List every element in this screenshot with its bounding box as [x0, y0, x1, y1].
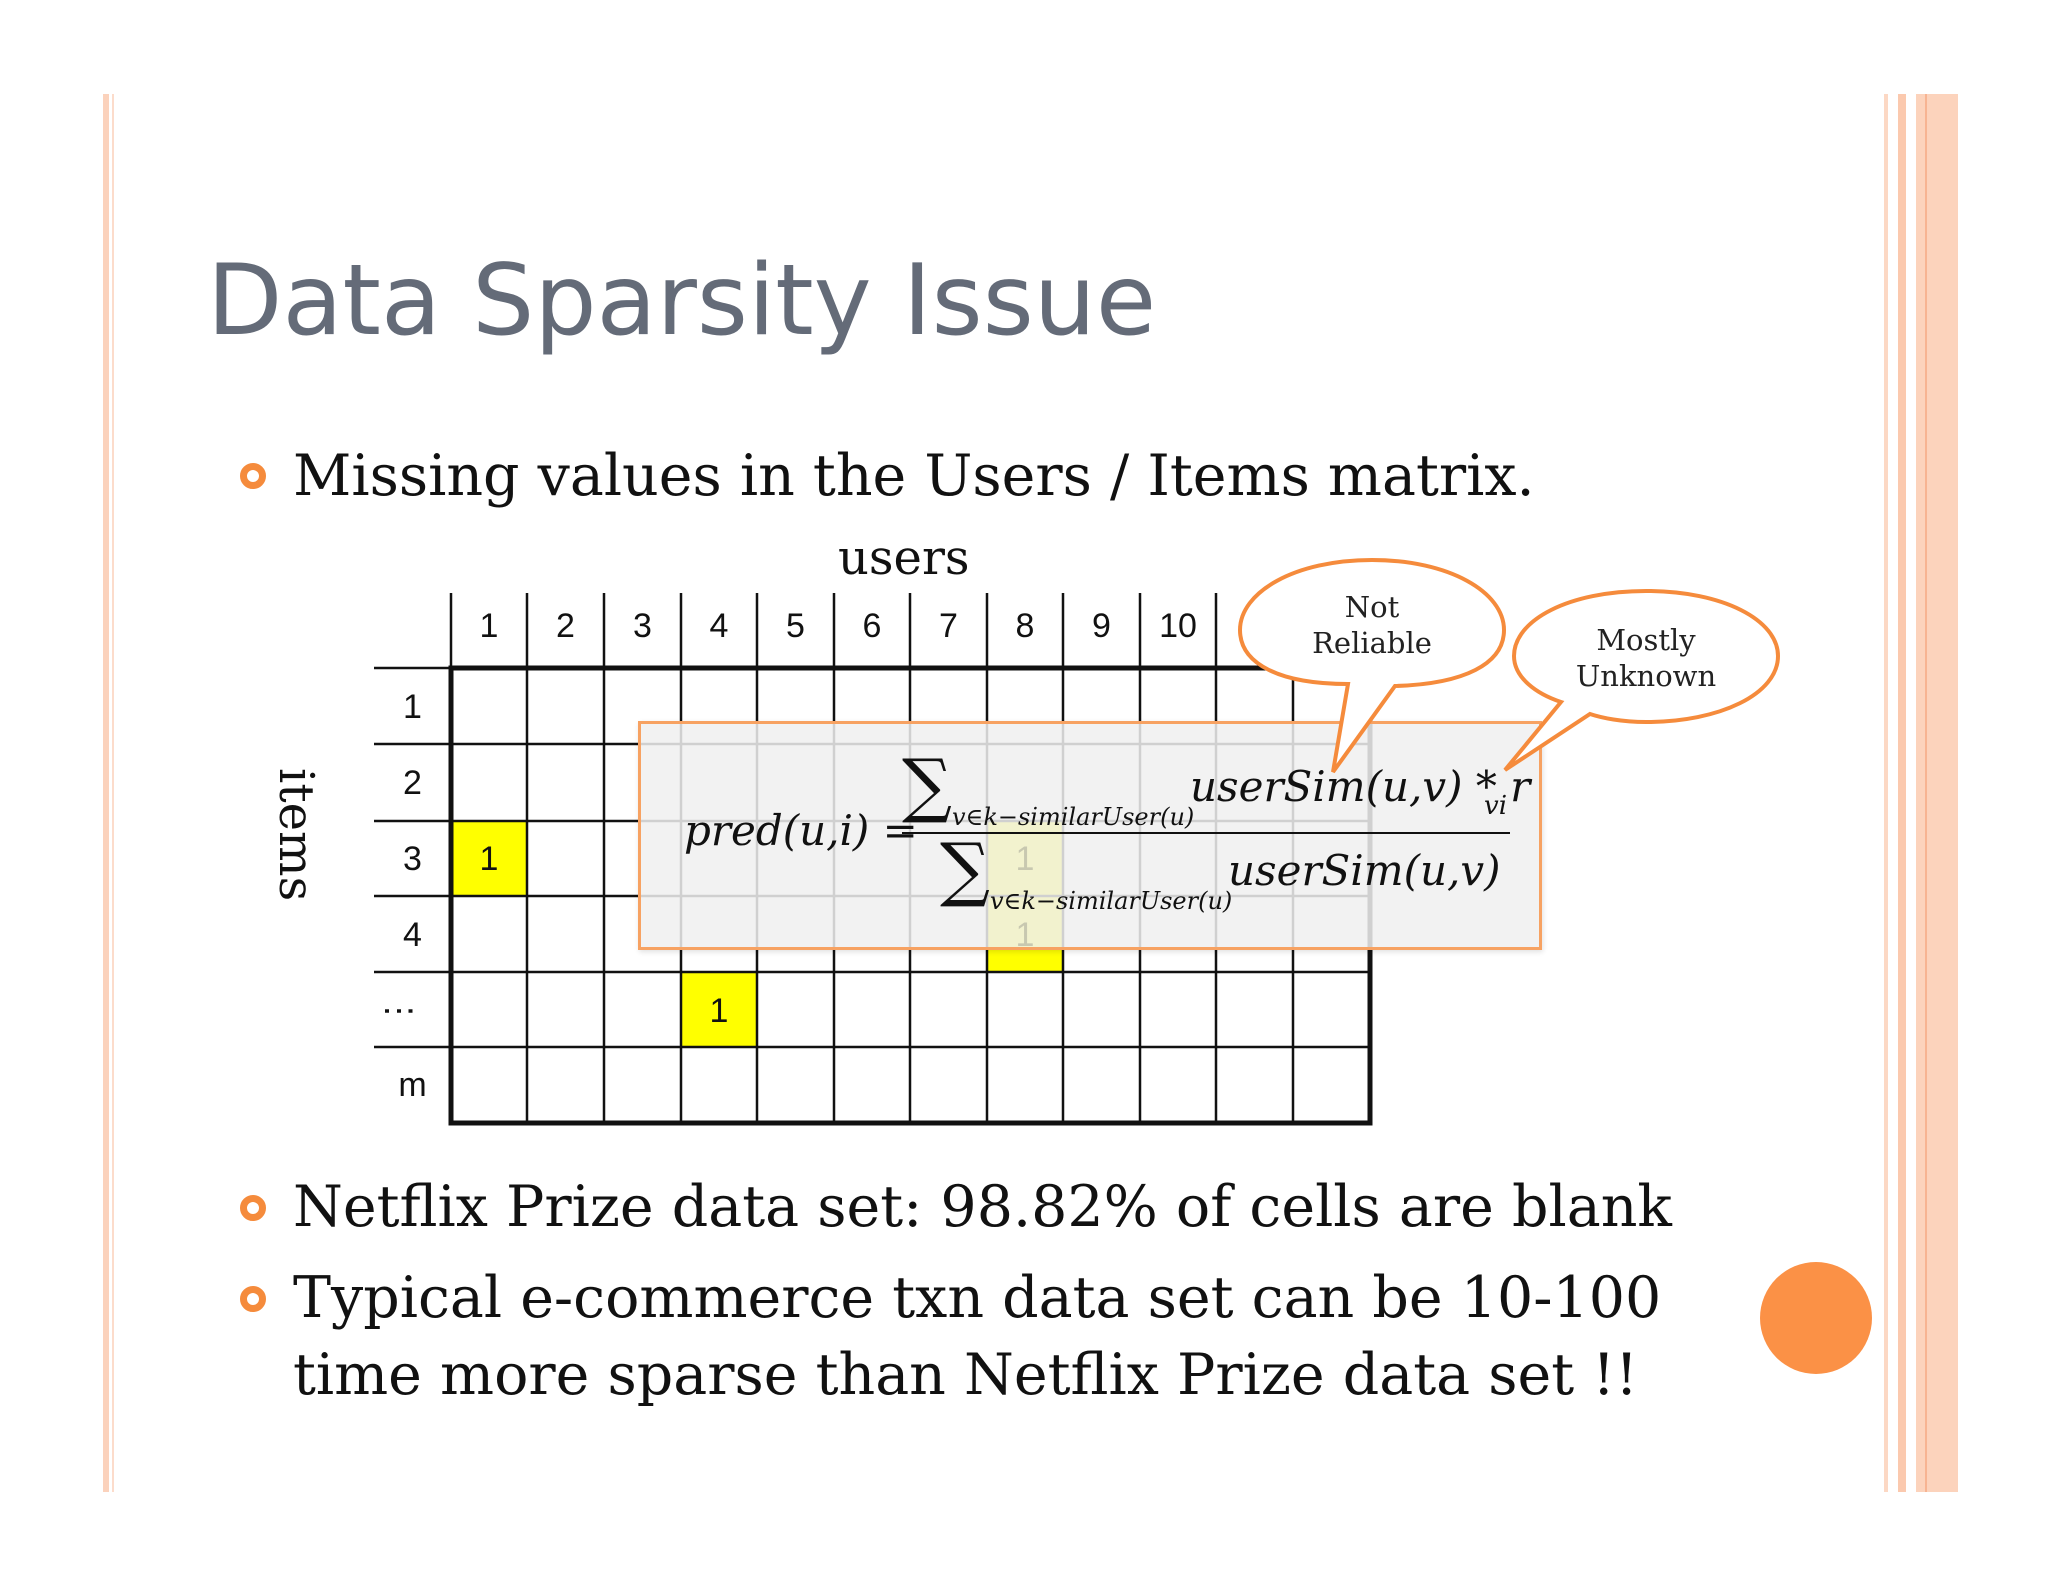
user-column-header: 8	[1015, 607, 1035, 645]
right-border-rule-line	[1925, 94, 1927, 1492]
bullet-icon	[240, 1286, 266, 1312]
bullet-text-ecommerce-line2: time more sparse than Netflix Prize data…	[293, 1342, 1639, 1408]
not-reliable-callout: Not Reliable	[1272, 589, 1472, 661]
fraction-bar	[902, 832, 1510, 834]
user-column-header: 5	[786, 607, 805, 645]
denominator-sum-symbol: ∑	[940, 828, 990, 910]
right-border-rule-thin	[1884, 94, 1888, 1492]
right-border-rule-mid	[1898, 94, 1906, 1492]
cell-value-behind-formula: 1	[1015, 916, 1035, 954]
user-column-header: 9	[1092, 607, 1111, 645]
numerator-subscript: vi	[1484, 791, 1508, 821]
user-column-header: 10	[1159, 607, 1197, 645]
item-row-header: 2	[403, 764, 422, 802]
not-reliable-bubble	[1237, 557, 1507, 774]
user-column-header: 4	[709, 607, 729, 645]
denominator-term: userSim(u,v)	[1228, 846, 1501, 895]
cell-value: 1	[709, 992, 729, 1030]
numerator-sum-subscript: v∈k−similarUser(u)	[952, 803, 1195, 831]
mostly-unknown-callout: Mostly Unknown	[1546, 622, 1746, 694]
formula-lhs: pred(u,i) =	[684, 806, 918, 855]
callout-line: Unknown	[1575, 659, 1717, 693]
numerator-sum-symbol: ∑	[902, 744, 952, 826]
users-axis-label: users	[838, 530, 970, 586]
left-border-rule	[103, 94, 109, 1492]
prediction-formula-box	[638, 721, 1542, 950]
callout-line: Mostly	[1596, 623, 1696, 657]
slide-title: Data Sparsity Issue	[207, 244, 1157, 358]
item-row-header: m	[398, 1066, 427, 1104]
callout-line: Not	[1344, 590, 1400, 624]
user-column-header: 2	[556, 607, 575, 645]
item-row-header: 1	[403, 688, 422, 726]
user-column-header: 6	[862, 607, 882, 645]
filled-cell-item5-user4	[681, 972, 757, 1047]
filled-cell-item3-user1	[451, 821, 527, 896]
bullet-text-netflix: Netflix Prize data set: 98.82% of cells …	[293, 1174, 1672, 1240]
cell-value-behind-formula: 1	[1015, 840, 1035, 878]
left-border-rule-thin	[112, 94, 114, 1492]
item-row-header: 3	[403, 840, 422, 878]
bullet-text-missing-values: Missing values in the Users / Items matr…	[293, 443, 1535, 509]
right-border-rule-thick	[1916, 94, 1958, 1492]
bullet-icon	[240, 1195, 266, 1221]
user-column-header: 3	[633, 607, 652, 645]
item-row-header: 4	[403, 916, 422, 954]
mostly-unknown-bubble	[1503, 588, 1781, 772]
numerator-term: userSim(u,v) * r	[1190, 762, 1531, 811]
user-column-header: 7	[939, 607, 958, 645]
cell-value: 1	[479, 840, 499, 878]
decorative-orange-circle	[1760, 1262, 1872, 1374]
bullet-text-ecommerce-line1: Typical e-commerce txn data set can be 1…	[293, 1265, 1662, 1331]
bullet-icon	[240, 463, 266, 489]
user-column-header: 1	[479, 607, 499, 645]
callout-line: Reliable	[1312, 626, 1432, 660]
denominator-sum-subscript: v∈k−similarUser(u)	[990, 887, 1233, 915]
